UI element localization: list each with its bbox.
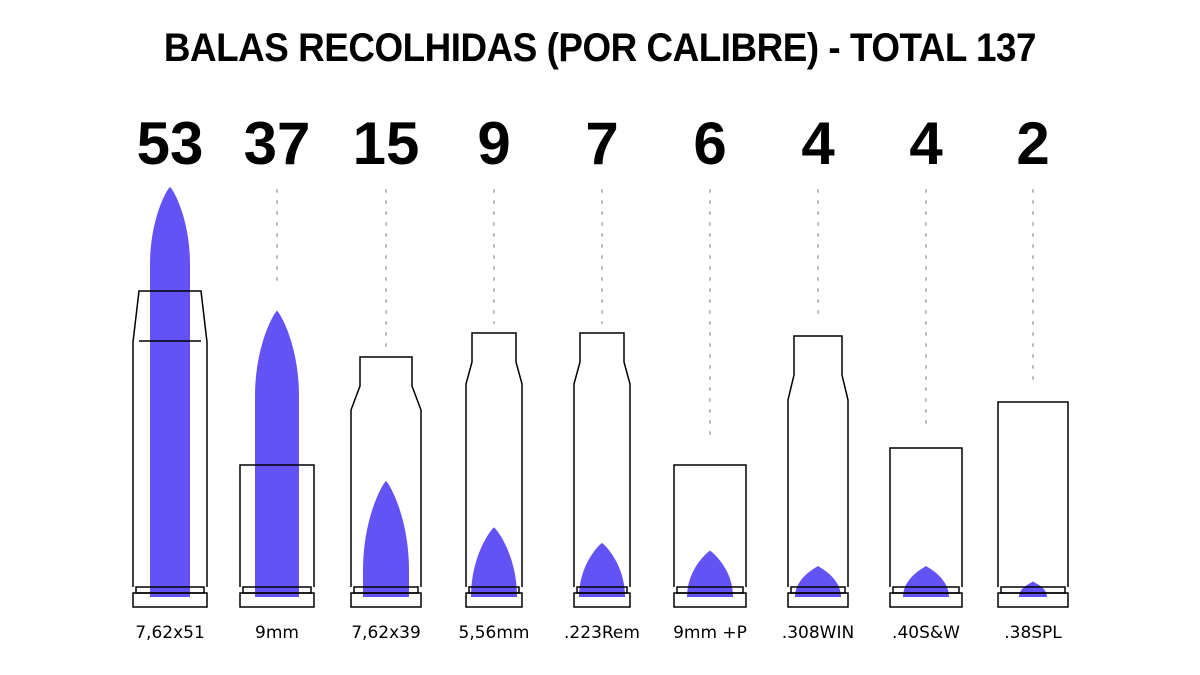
cartridge-rim bbox=[997, 592, 1069, 608]
bullet-bar bbox=[255, 310, 299, 597]
count-label: 2 bbox=[1016, 110, 1049, 177]
caliber-label: 9mm bbox=[255, 623, 299, 643]
bullet-bar bbox=[363, 480, 409, 597]
caliber-label: 7,62x51 bbox=[135, 623, 205, 643]
cartridge-rim bbox=[673, 592, 747, 608]
count-label: 6 bbox=[693, 110, 726, 177]
count-label: 9 bbox=[477, 110, 510, 177]
cartridge-outline bbox=[132, 290, 208, 587]
caliber-label: .308WIN bbox=[782, 623, 854, 643]
labels: 53 7,62x51 37 9mm 15 7,62x39 9 5,56mm 7 .223Rem 6 9… bbox=[135, 110, 1062, 643]
caliber-label: .223Rem bbox=[564, 623, 640, 643]
cartridge-rim bbox=[465, 592, 523, 608]
cartridge-outline bbox=[889, 447, 963, 587]
cartridge-rim bbox=[132, 592, 208, 608]
count-label: 15 bbox=[353, 110, 420, 177]
cartridge-rim bbox=[787, 592, 849, 608]
count-label: 7 bbox=[585, 110, 618, 177]
cartridge-outline bbox=[350, 356, 422, 587]
cartridge-rim bbox=[573, 592, 631, 608]
caliber-label: 5,56mm bbox=[459, 623, 530, 643]
bullet-bar bbox=[903, 566, 949, 597]
bullet-bar bbox=[471, 527, 517, 597]
cartridge-rim bbox=[350, 592, 422, 608]
cartridge-outline bbox=[673, 464, 747, 587]
cartridge-rim bbox=[889, 592, 963, 608]
count-label: 4 bbox=[909, 110, 943, 177]
bullet-bar bbox=[795, 566, 841, 597]
caliber-label: 7,62x39 bbox=[351, 623, 421, 643]
bullet-fills bbox=[150, 187, 1047, 597]
cartridge-outlines bbox=[132, 290, 1069, 608]
bullet-bar bbox=[579, 542, 625, 597]
cartridge-outline bbox=[787, 335, 849, 587]
count-label: 4 bbox=[801, 110, 835, 177]
cartridge-outline bbox=[997, 401, 1069, 587]
count-label: 37 bbox=[244, 110, 311, 177]
cartridge-outline bbox=[573, 332, 631, 587]
cartridge-outline bbox=[239, 464, 315, 587]
bullet-bar bbox=[687, 550, 733, 597]
caliber-label: .40S&W bbox=[892, 623, 960, 643]
chart-title: BALAS RECOLHIDAS (POR CALIBRE) - TOTAL 1… bbox=[163, 26, 1037, 70]
cartridge-rim bbox=[239, 592, 315, 608]
bullet-bar bbox=[1019, 581, 1047, 597]
cartridge-outline bbox=[465, 332, 523, 587]
caliber-label: 9mm +P bbox=[673, 623, 747, 643]
bullet-bar bbox=[150, 187, 190, 597]
count-label: 53 bbox=[137, 110, 204, 177]
caliber-label: .38SPL bbox=[1004, 623, 1062, 643]
guide-lines bbox=[276, 189, 1034, 443]
